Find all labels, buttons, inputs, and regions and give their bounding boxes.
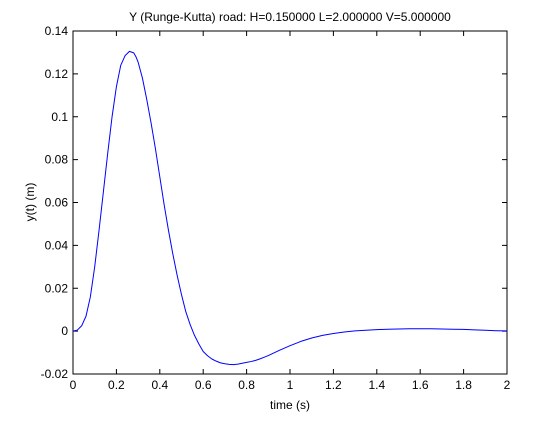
x-tick-label: 0.6 (195, 378, 212, 392)
x-tick-label: 0.4 (151, 378, 168, 392)
x-tick-label: 1.6 (412, 378, 429, 392)
x-tick-label: 0 (70, 378, 77, 392)
x-tick-label: 1.4 (368, 378, 385, 392)
y-tick-label: 0.12 (45, 67, 69, 81)
x-tick-label: 1 (287, 378, 294, 392)
x-tick-label: 0.2 (108, 378, 125, 392)
series-line-0 (72, 50, 508, 366)
x-tick-label: 1.8 (455, 378, 472, 392)
plot-area (72, 30, 508, 375)
x-tick-label: 1.2 (325, 378, 342, 392)
y-tick-label: 0.04 (45, 238, 69, 252)
y-tick-label: 0 (61, 324, 68, 338)
y-tick-label: 0.06 (45, 196, 69, 210)
y-tick-label: -0.02 (41, 367, 69, 381)
y-tick-label: 0.14 (45, 24, 69, 38)
y-tick-label: 0.02 (45, 281, 69, 295)
y-tick-label: 0.08 (45, 153, 69, 167)
x-tick-label: 2 (504, 378, 511, 392)
y-tick-label: 0.1 (51, 110, 68, 124)
y-axis-title: y(t) (m) (23, 183, 37, 222)
x-axis-title: time (s) (270, 398, 310, 412)
chart-title: Y (Runge-Kutta) road: H=0.150000 L=2.000… (129, 10, 451, 24)
x-tick-label: 0.8 (238, 378, 255, 392)
